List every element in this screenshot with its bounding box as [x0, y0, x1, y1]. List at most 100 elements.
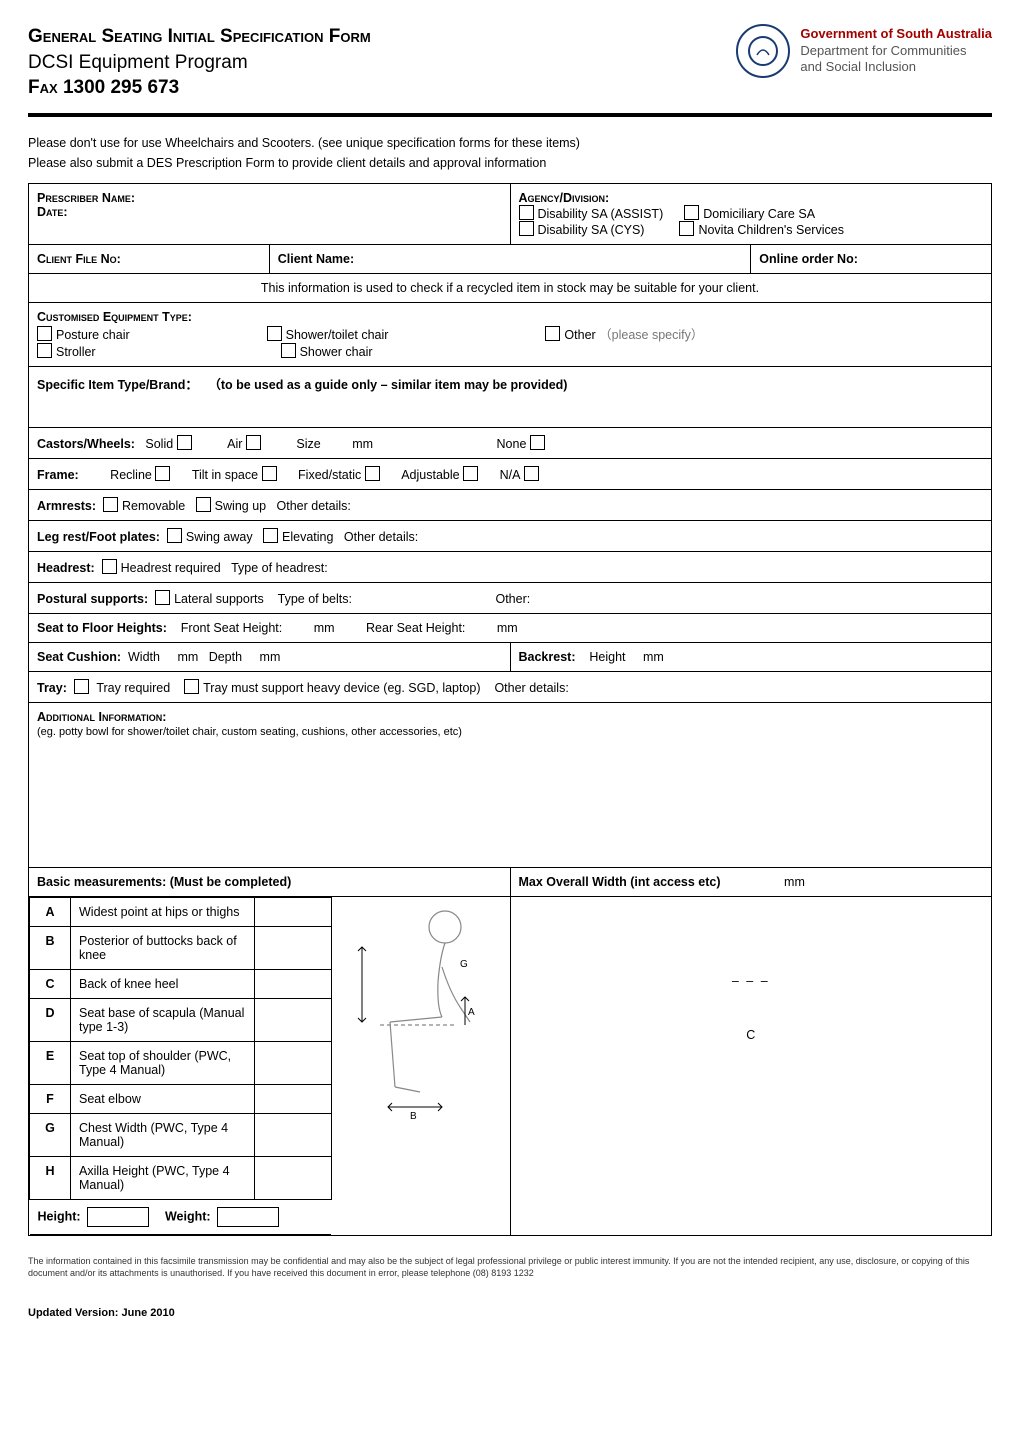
meas-val-H[interactable]	[254, 1156, 331, 1199]
title-block: General Seating Initial Specification Fo…	[28, 24, 371, 101]
checkbox-icon[interactable]	[524, 466, 539, 481]
client-name-label: Client Name:	[278, 252, 354, 266]
cushion-mm2: mm	[260, 650, 281, 664]
page-header: General Seating Initial Specification Fo…	[28, 24, 992, 101]
meas-val-C[interactable]	[254, 969, 331, 998]
specific-label: Specific Item Type/Brand：	[37, 378, 198, 392]
agency-cell[interactable]: Agency/Division: Disability SA (ASSIST) …	[510, 183, 992, 244]
title-line3: Fax 1300 295 673	[28, 77, 179, 98]
recycled-note: This information is used to check if a r…	[261, 281, 759, 295]
govt-crest-icon	[736, 24, 790, 78]
ce-opt5: Other	[564, 328, 595, 342]
intro-line2: Please also submit a DES Prescription Fo…	[28, 153, 992, 173]
max-header-cell[interactable]: Max Overall Width (int access etc) mm	[510, 867, 992, 896]
checkbox-icon[interactable]	[74, 679, 89, 694]
checkbox-icon[interactable]	[365, 466, 380, 481]
checkbox-icon[interactable]	[37, 343, 52, 358]
height-input[interactable]	[87, 1207, 149, 1227]
castors-size: Size	[296, 437, 320, 451]
weight-label: Weight:	[165, 1209, 211, 1223]
frame-adj: Adjustable	[401, 468, 459, 482]
armrests-other: Other details:	[277, 499, 351, 513]
checkbox-icon[interactable]	[263, 528, 278, 543]
checkbox-icon[interactable]	[519, 205, 534, 220]
max-mm: mm	[784, 875, 805, 889]
checkbox-icon[interactable]	[267, 326, 282, 341]
header-rule	[28, 113, 992, 117]
checkbox-icon[interactable]	[102, 559, 117, 574]
postural-label: Postural supports:	[37, 592, 148, 606]
seat-front: Front Seat Height:	[181, 621, 282, 635]
meas-val-F[interactable]	[254, 1084, 331, 1113]
meas-val-G[interactable]	[254, 1113, 331, 1156]
addl-cell[interactable]: Additional Information: (eg. potty bowl …	[29, 702, 992, 867]
max-label: Max Overall Width (int access etc)	[519, 875, 721, 889]
armrests-cell[interactable]: Armrests: Removable Swing up Other detai…	[29, 489, 992, 520]
frame-cell[interactable]: Frame: Recline Tilt in space Fixed/stati…	[29, 458, 992, 489]
custom-equip-label: Customised Equipment Type:	[37, 310, 192, 324]
castors-cell[interactable]: Castors/Wheels: Solid Air Size mm None	[29, 427, 992, 458]
online-order-cell[interactable]: Online order No:	[751, 244, 992, 273]
measurements-table: AWidest point at hips or thighs BPosteri…	[29, 897, 332, 1235]
specific-cell[interactable]: Specific Item Type/Brand： （to be used as…	[29, 366, 992, 427]
govt-block: Government of South Australia Department…	[736, 24, 992, 78]
seat-rear: Rear Seat Height:	[366, 621, 465, 635]
seat-mm: mm	[314, 621, 335, 635]
intro-text: Please don't use for use Wheelchairs and…	[28, 133, 992, 173]
backrest-mm: mm	[643, 650, 664, 664]
custom-equip-cell[interactable]: Customised Equipment Type: Posture chair…	[29, 302, 992, 366]
checkbox-icon[interactable]	[262, 466, 277, 481]
prescriber-cell[interactable]: Prescriber Name: Date:	[29, 183, 511, 244]
cushion-label: Seat Cushion:	[37, 650, 121, 664]
checkbox-icon[interactable]	[519, 221, 534, 236]
checkbox-icon[interactable]	[155, 590, 170, 605]
meas-lab-C: C	[30, 969, 71, 998]
backrest-cell[interactable]: Backrest: Height mm	[510, 642, 992, 671]
ce-opt3: Shower/toilet chair	[286, 328, 389, 342]
seat-floor-cell[interactable]: Seat to Floor Heights: Front Seat Height…	[29, 613, 992, 642]
checkbox-icon[interactable]	[545, 326, 560, 341]
checkbox-icon[interactable]	[155, 466, 170, 481]
checkbox-icon[interactable]	[281, 343, 296, 358]
specific-hint: （to be used as a guide only – similar it…	[208, 378, 567, 392]
client-name-cell[interactable]: Client Name:	[269, 244, 751, 273]
ce-opt4: Shower chair	[300, 345, 373, 359]
meas-val-D[interactable]	[254, 998, 331, 1041]
cushion-mm1: mm	[177, 650, 198, 664]
postural-cell[interactable]: Postural supports: Lateral supports Type…	[29, 582, 992, 613]
meas-desc-A: Widest point at hips or thighs	[71, 897, 255, 926]
checkbox-icon[interactable]	[530, 435, 545, 450]
checkbox-icon[interactable]	[37, 326, 52, 341]
checkbox-icon[interactable]	[246, 435, 261, 450]
client-file-cell[interactable]: Client File No:	[29, 244, 270, 273]
checkbox-icon[interactable]	[463, 466, 478, 481]
agency-opt3: Disability SA (CYS)	[538, 223, 645, 237]
checkbox-icon[interactable]	[103, 497, 118, 512]
checkbox-icon[interactable]	[177, 435, 192, 450]
hw-row[interactable]: Height: Weight:	[30, 1199, 332, 1234]
frame-label: Frame:	[37, 468, 79, 482]
weight-input[interactable]	[217, 1207, 279, 1227]
cushion-width: Width	[128, 650, 160, 664]
checkbox-icon[interactable]	[184, 679, 199, 694]
meas-val-B[interactable]	[254, 926, 331, 969]
meas-desc-F: Seat elbow	[71, 1084, 255, 1113]
headrest-cell[interactable]: Headrest: Headrest required Type of head…	[29, 551, 992, 582]
meas-lab-A: A	[30, 897, 71, 926]
frame-fixed: Fixed/static	[298, 468, 361, 482]
checkbox-icon[interactable]	[196, 497, 211, 512]
checkbox-icon[interactable]	[679, 221, 694, 236]
client-file-label: Client File No:	[37, 252, 121, 266]
meas-val-E[interactable]	[254, 1041, 331, 1084]
agency-opt4: Novita Children's Services	[698, 223, 844, 237]
tray-cell[interactable]: Tray: Tray required Tray must support he…	[29, 671, 992, 702]
castors-none: None	[497, 437, 527, 451]
meas-val-A[interactable]	[254, 897, 331, 926]
cushion-cell[interactable]: Seat Cushion: Width mm Depth mm	[29, 642, 511, 671]
agency-label: Agency/Division:	[519, 191, 610, 205]
meas-desc-E: Seat top of shoulder (PWC, Type 4 Manual…	[71, 1041, 255, 1084]
checkbox-icon[interactable]	[684, 205, 699, 220]
meas-desc-H: Axilla Height (PWC, Type 4 Manual)	[71, 1156, 255, 1199]
checkbox-icon[interactable]	[167, 528, 182, 543]
leg-cell[interactable]: Leg rest/Foot plates: Swing away Elevati…	[29, 520, 992, 551]
